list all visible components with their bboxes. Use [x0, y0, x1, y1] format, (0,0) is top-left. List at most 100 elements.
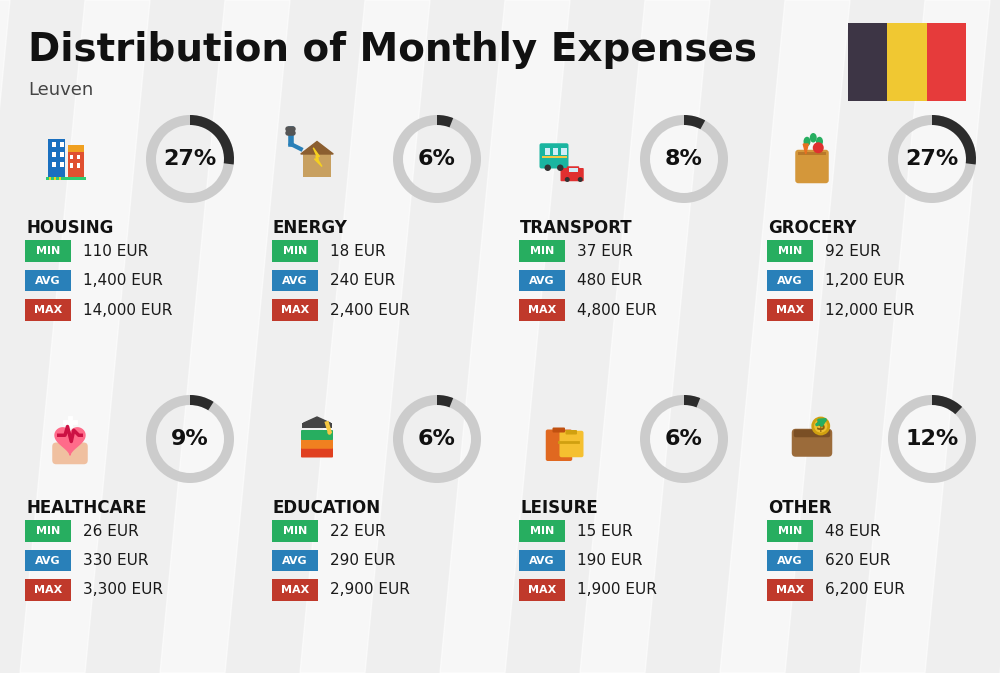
FancyBboxPatch shape: [560, 168, 584, 181]
FancyBboxPatch shape: [794, 429, 830, 437]
FancyBboxPatch shape: [272, 579, 318, 601]
Circle shape: [545, 164, 551, 171]
Text: MIN: MIN: [283, 246, 307, 256]
Text: AVG: AVG: [529, 555, 555, 565]
FancyBboxPatch shape: [52, 141, 56, 147]
FancyBboxPatch shape: [519, 520, 565, 542]
Text: 6,200 EUR: 6,200 EUR: [825, 583, 905, 598]
FancyBboxPatch shape: [887, 23, 927, 101]
FancyBboxPatch shape: [553, 148, 558, 155]
FancyBboxPatch shape: [798, 152, 826, 155]
FancyBboxPatch shape: [272, 240, 318, 262]
FancyBboxPatch shape: [60, 141, 64, 147]
Circle shape: [813, 418, 829, 434]
FancyBboxPatch shape: [302, 423, 332, 428]
Text: 6%: 6%: [418, 149, 456, 169]
FancyBboxPatch shape: [54, 177, 56, 180]
Text: 330 EUR: 330 EUR: [83, 553, 148, 568]
FancyBboxPatch shape: [519, 240, 565, 262]
FancyBboxPatch shape: [52, 151, 56, 157]
FancyBboxPatch shape: [46, 177, 86, 180]
Text: EDUCATION: EDUCATION: [273, 499, 381, 517]
Text: MIN: MIN: [778, 526, 802, 536]
FancyBboxPatch shape: [70, 155, 73, 159]
Wedge shape: [437, 115, 453, 127]
FancyBboxPatch shape: [519, 579, 565, 601]
Wedge shape: [393, 395, 481, 483]
Text: 6%: 6%: [418, 429, 456, 449]
FancyBboxPatch shape: [566, 430, 577, 435]
FancyBboxPatch shape: [272, 299, 318, 321]
FancyBboxPatch shape: [767, 299, 813, 321]
Text: ENERGY: ENERGY: [273, 219, 348, 237]
Text: AVG: AVG: [35, 275, 61, 285]
FancyBboxPatch shape: [272, 270, 318, 291]
FancyBboxPatch shape: [77, 155, 80, 159]
FancyBboxPatch shape: [540, 143, 569, 168]
FancyBboxPatch shape: [52, 443, 88, 464]
FancyBboxPatch shape: [70, 164, 73, 168]
Wedge shape: [640, 395, 728, 483]
Text: 2,900 EUR: 2,900 EUR: [330, 583, 410, 598]
Text: 37 EUR: 37 EUR: [577, 244, 633, 258]
FancyBboxPatch shape: [301, 448, 333, 458]
FancyBboxPatch shape: [519, 550, 565, 571]
FancyBboxPatch shape: [544, 148, 550, 155]
FancyBboxPatch shape: [25, 550, 71, 571]
FancyBboxPatch shape: [272, 520, 318, 542]
FancyBboxPatch shape: [519, 270, 565, 291]
Text: 15 EUR: 15 EUR: [577, 524, 633, 538]
FancyBboxPatch shape: [568, 168, 578, 172]
FancyBboxPatch shape: [767, 579, 813, 601]
FancyBboxPatch shape: [68, 145, 84, 151]
Text: HEALTHCARE: HEALTHCARE: [26, 499, 146, 517]
FancyBboxPatch shape: [767, 550, 813, 571]
Text: MAX: MAX: [34, 305, 62, 315]
Polygon shape: [301, 141, 333, 154]
Text: 2,400 EUR: 2,400 EUR: [330, 302, 410, 318]
Text: MAX: MAX: [528, 585, 556, 595]
FancyBboxPatch shape: [519, 299, 565, 321]
Text: MAX: MAX: [281, 585, 309, 595]
Text: MIN: MIN: [283, 526, 307, 536]
FancyBboxPatch shape: [560, 431, 584, 457]
FancyBboxPatch shape: [542, 155, 567, 157]
Ellipse shape: [803, 137, 810, 146]
Wedge shape: [932, 395, 962, 414]
Text: 14,000 EUR: 14,000 EUR: [83, 302, 172, 318]
Wedge shape: [888, 395, 976, 483]
Text: 3,300 EUR: 3,300 EUR: [83, 583, 163, 598]
Text: 18 EUR: 18 EUR: [330, 244, 386, 258]
FancyBboxPatch shape: [25, 270, 71, 291]
Circle shape: [578, 177, 583, 182]
Text: $: $: [816, 419, 826, 433]
Text: 480 EUR: 480 EUR: [577, 273, 642, 288]
Text: TRANSPORT: TRANSPORT: [520, 219, 633, 237]
FancyBboxPatch shape: [303, 154, 331, 176]
Text: AVG: AVG: [777, 275, 803, 285]
FancyBboxPatch shape: [25, 299, 71, 321]
Text: 9%: 9%: [171, 429, 209, 449]
Circle shape: [557, 164, 564, 171]
Ellipse shape: [816, 137, 823, 146]
Wedge shape: [437, 395, 453, 407]
Text: MAX: MAX: [776, 585, 804, 595]
Text: AVG: AVG: [282, 555, 308, 565]
Text: MIN: MIN: [530, 526, 554, 536]
Text: 4,800 EUR: 4,800 EUR: [577, 302, 657, 318]
FancyBboxPatch shape: [60, 162, 64, 167]
Text: MAX: MAX: [34, 585, 62, 595]
Text: MAX: MAX: [776, 305, 804, 315]
Text: Leuven: Leuven: [28, 81, 93, 99]
FancyBboxPatch shape: [48, 139, 65, 179]
Text: GROCERY: GROCERY: [768, 219, 856, 237]
Text: 92 EUR: 92 EUR: [825, 244, 881, 258]
Text: MAX: MAX: [528, 305, 556, 315]
Text: Distribution of Monthly Expenses: Distribution of Monthly Expenses: [28, 31, 757, 69]
Text: 290 EUR: 290 EUR: [330, 553, 395, 568]
FancyBboxPatch shape: [25, 579, 71, 601]
FancyBboxPatch shape: [301, 430, 333, 440]
FancyBboxPatch shape: [795, 150, 829, 183]
Text: AVG: AVG: [282, 275, 308, 285]
Polygon shape: [313, 148, 322, 166]
